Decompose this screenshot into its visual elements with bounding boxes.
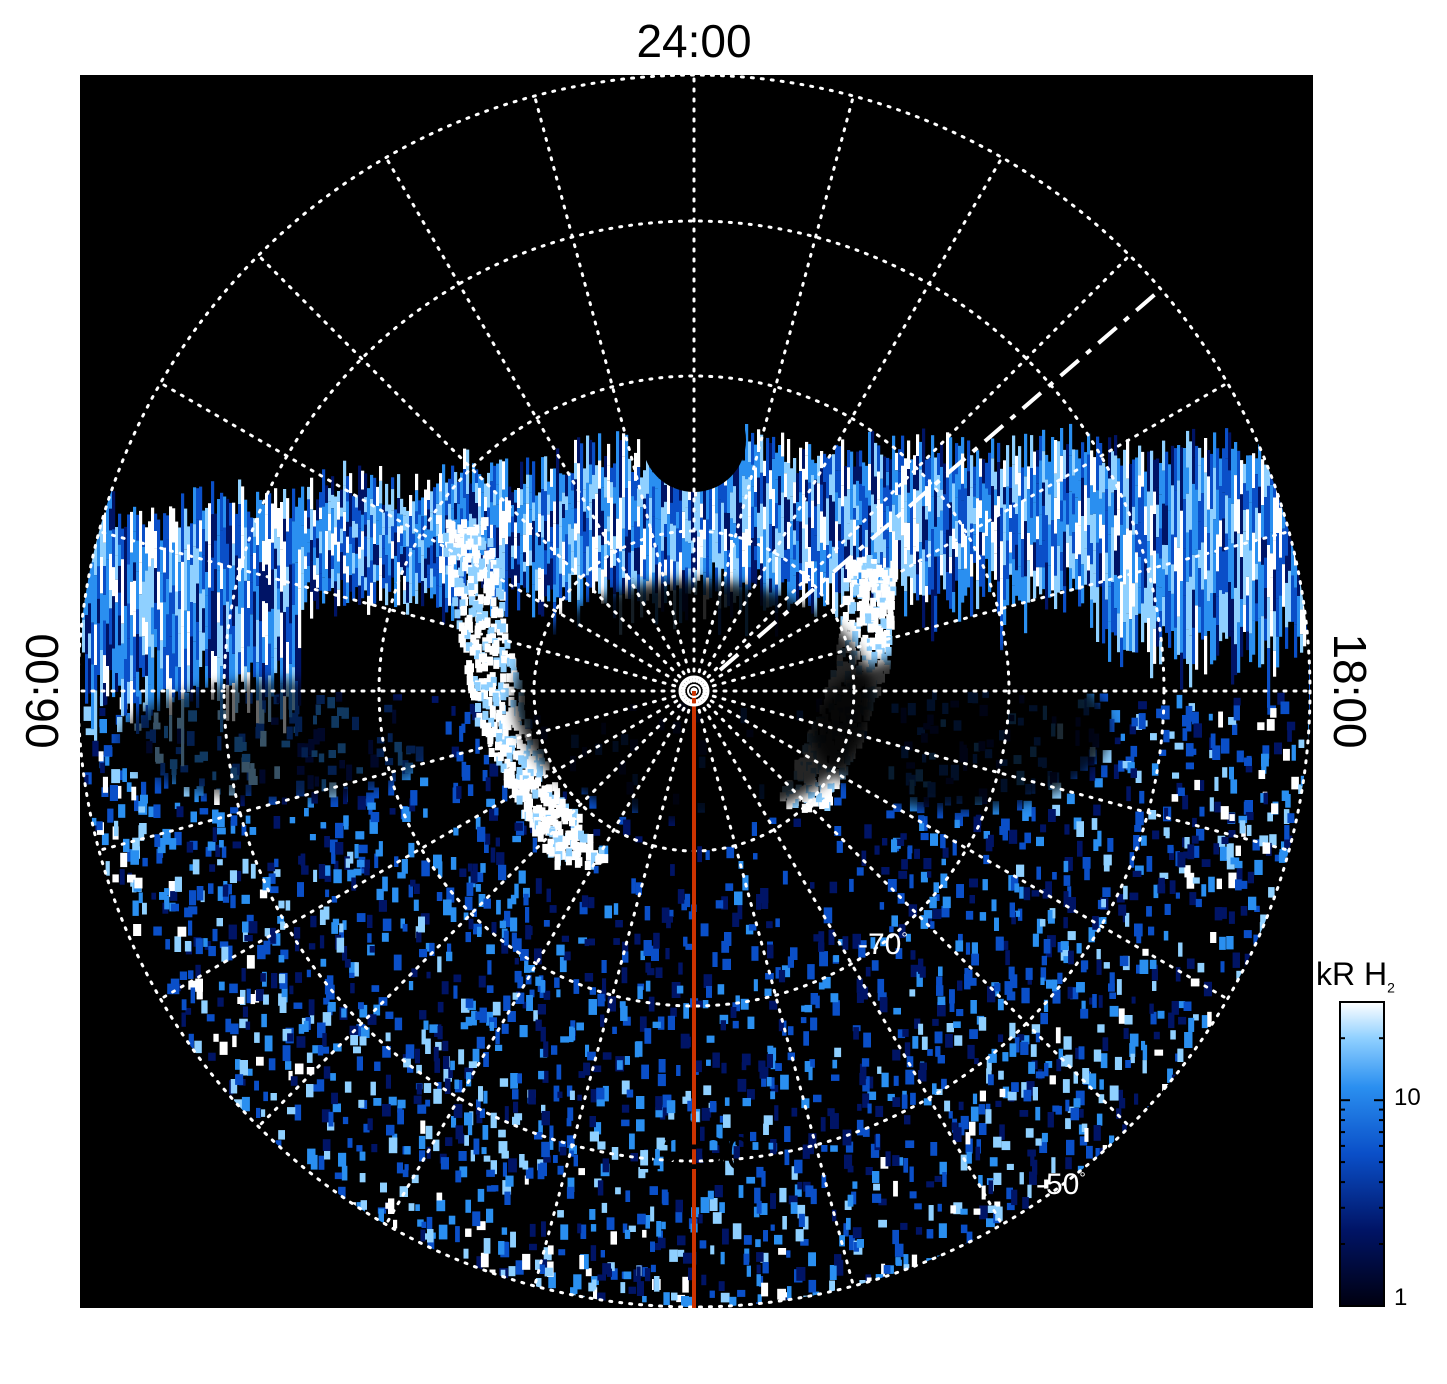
colorbar-unit-label: kR H2 xyxy=(1316,956,1395,996)
colorbar xyxy=(1339,1001,1385,1307)
colorbar-ticks xyxy=(1340,1001,1384,1307)
local-time-label-left: 06:00 xyxy=(16,633,68,749)
latitude-label-70: -70° xyxy=(858,928,908,961)
dashed-reference-line xyxy=(718,288,1162,672)
local-time-label-top: 24:00 xyxy=(636,15,752,67)
polar-grid xyxy=(80,75,1312,1308)
pole-marker-outer xyxy=(678,675,710,707)
local-time-label-bottom: 12:00 xyxy=(636,1127,752,1179)
colorbar-tick-label-10: 10 xyxy=(1394,1084,1421,1111)
colorbar-tick-label-1: 1 xyxy=(1394,1284,1408,1311)
local-time-label-right: 18:00 xyxy=(1324,633,1376,749)
latitude-label-50: -50° xyxy=(1036,1168,1086,1201)
pole-marker-inner xyxy=(687,684,701,698)
